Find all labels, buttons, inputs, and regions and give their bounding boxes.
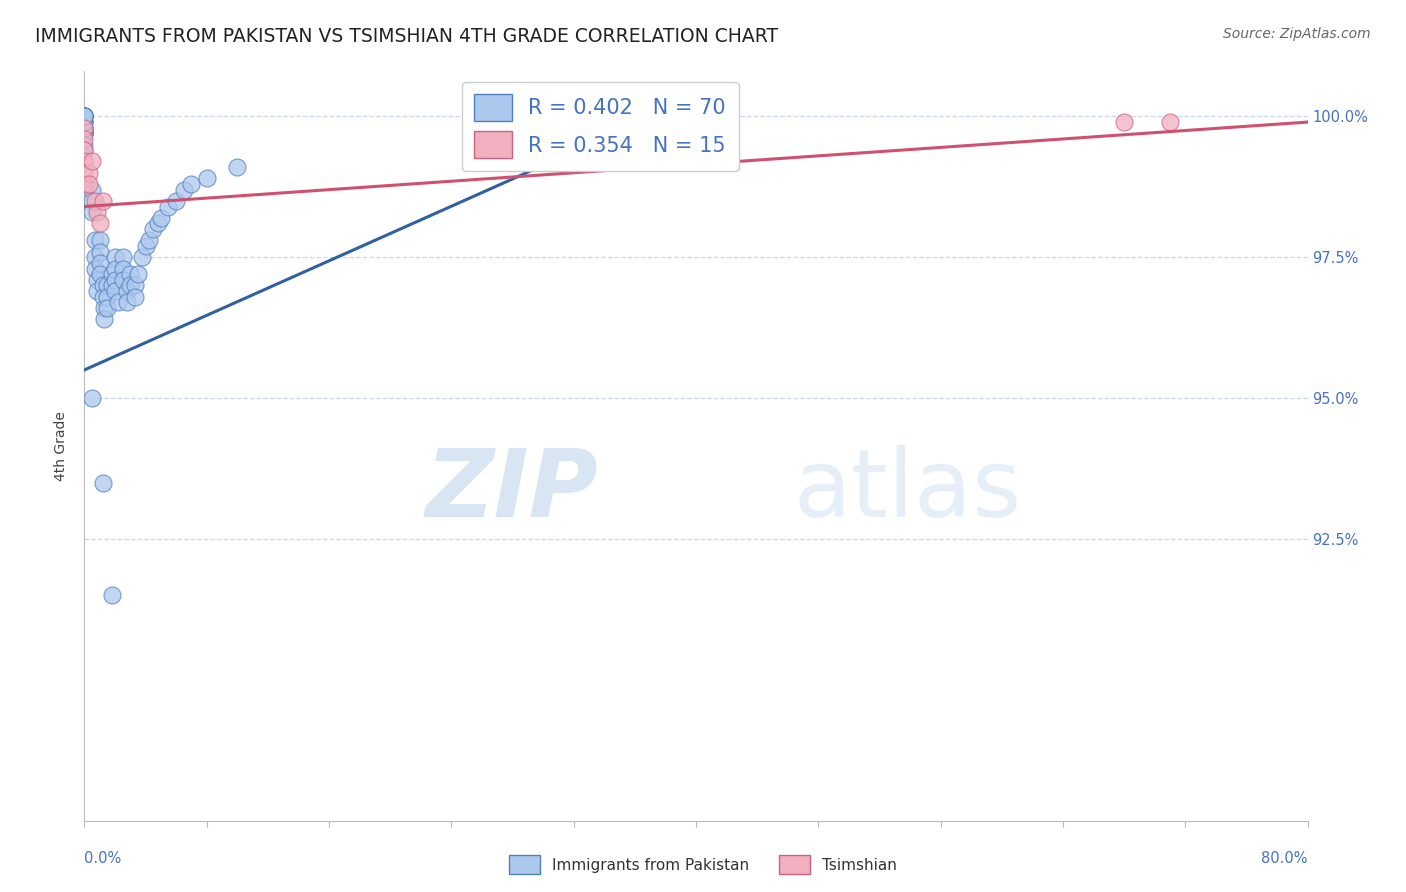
Point (138, 233, 160, 247)
Point (89, 267, 111, 281)
Point (91, 194, 114, 208)
Point (107, 295, 129, 310)
Point (73, 126, 96, 140)
Point (146, 217, 169, 231)
Point (73, 177, 96, 191)
Point (195, 171, 218, 186)
Point (124, 290, 146, 304)
Point (73, 143, 96, 157)
Point (89, 244, 111, 259)
Y-axis label: 4th Grade: 4th Grade (55, 411, 69, 481)
Point (73, 110, 96, 124)
Text: 0.0%: 0.0% (84, 851, 121, 866)
Point (93, 312, 115, 326)
Point (142, 222, 165, 236)
Legend: R = 0.402   N = 70, R = 0.354   N = 15: R = 0.402 N = 70, R = 0.354 N = 15 (461, 82, 738, 170)
Point (89, 256, 111, 270)
Point (80, 194, 103, 208)
Point (73, 110, 96, 124)
Point (73, 110, 96, 124)
Point (73, 110, 96, 124)
Point (91, 278, 114, 293)
Point (73, 115, 96, 129)
Point (73, 120, 96, 135)
Point (104, 261, 127, 276)
Point (86, 284, 108, 298)
Point (73, 110, 96, 124)
Point (165, 194, 187, 208)
Point (73, 143, 96, 157)
Point (73, 132, 96, 146)
Point (101, 278, 124, 293)
Point (180, 177, 202, 191)
Point (101, 588, 124, 602)
Point (111, 273, 134, 287)
Point (127, 267, 149, 281)
Point (226, 160, 249, 174)
Point (157, 200, 180, 214)
Point (73, 110, 96, 124)
Point (111, 250, 134, 264)
Point (104, 273, 127, 287)
Point (73, 166, 96, 180)
Text: ZIP: ZIP (425, 445, 598, 537)
Point (96, 301, 118, 315)
Point (77, 166, 100, 180)
Point (80, 154, 103, 169)
Point (104, 250, 127, 264)
Point (73, 120, 96, 135)
Point (173, 183, 195, 197)
Point (89, 233, 111, 247)
Point (120, 267, 142, 281)
Point (73, 110, 96, 124)
Point (96, 278, 118, 293)
Point (73, 126, 96, 140)
Point (73, 126, 96, 140)
Text: atlas: atlas (794, 445, 1022, 537)
Point (149, 211, 172, 225)
Point (86, 205, 108, 219)
Point (120, 278, 142, 293)
Point (111, 261, 134, 276)
Point (115, 284, 138, 298)
Point (73, 126, 96, 140)
Point (89, 217, 111, 231)
Point (73, 115, 96, 129)
Point (101, 267, 124, 281)
Point (1114, 115, 1136, 129)
Point (124, 278, 146, 293)
Point (84, 250, 107, 264)
Point (104, 284, 127, 298)
Point (93, 301, 115, 315)
Point (73, 154, 96, 169)
Point (73, 110, 96, 124)
Point (91, 290, 114, 304)
Point (84, 261, 107, 276)
Point (73, 126, 96, 140)
Point (80, 391, 103, 405)
Point (135, 239, 157, 253)
Point (131, 250, 153, 264)
Point (84, 233, 107, 247)
Point (73, 120, 96, 135)
Text: IMMIGRANTS FROM PAKISTAN VS TSIMSHIAN 4TH GRADE CORRELATION CHART: IMMIGRANTS FROM PAKISTAN VS TSIMSHIAN 4T… (35, 27, 779, 45)
Point (80, 205, 103, 219)
Legend: Immigrants from Pakistan, Tsimshian: Immigrants from Pakistan, Tsimshian (503, 849, 903, 880)
Text: 80.0%: 80.0% (1261, 851, 1308, 866)
Point (73, 115, 96, 129)
Point (1159, 115, 1181, 129)
Point (73, 110, 96, 124)
Point (80, 183, 103, 197)
Point (84, 194, 107, 208)
Point (77, 177, 100, 191)
Point (86, 273, 108, 287)
Point (73, 120, 96, 135)
Point (91, 475, 114, 490)
Point (115, 295, 138, 310)
Point (73, 137, 96, 152)
Point (96, 290, 118, 304)
Text: Source: ZipAtlas.com: Source: ZipAtlas.com (1223, 27, 1371, 41)
